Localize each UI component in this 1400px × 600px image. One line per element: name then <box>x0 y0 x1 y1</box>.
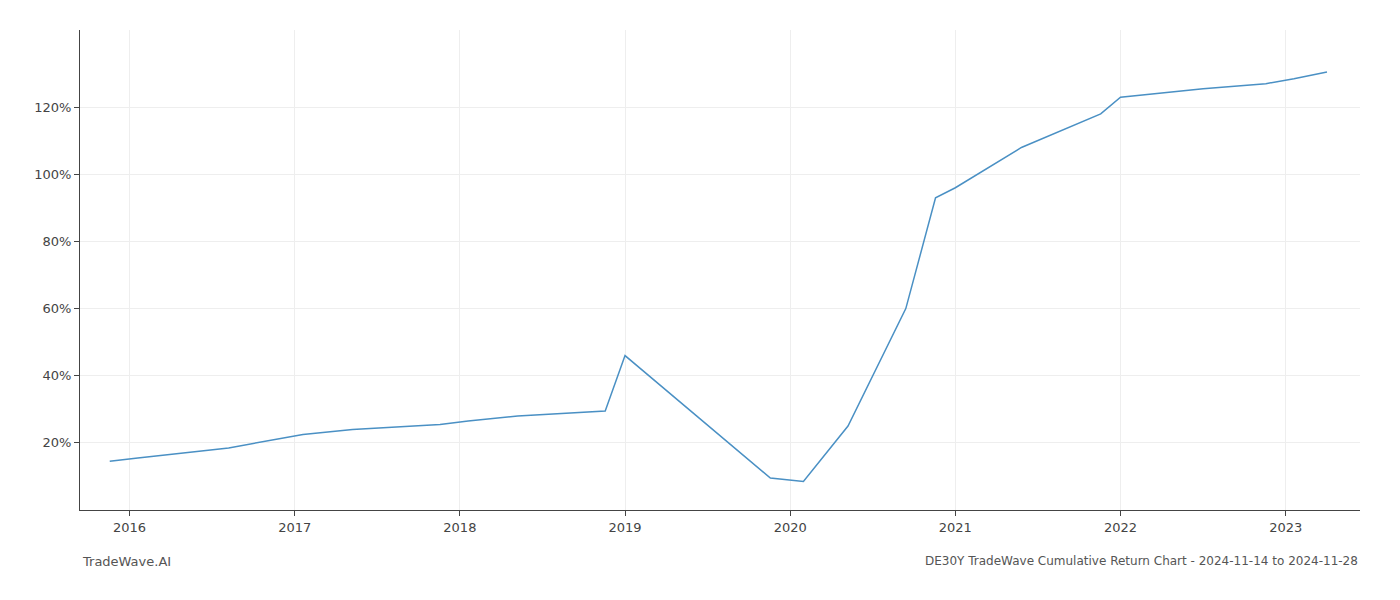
svg-text:60%: 60% <box>42 301 71 316</box>
svg-text:DE30Y TradeWave Cumulative Ret: DE30Y TradeWave Cumulative Return Chart … <box>925 554 1358 568</box>
svg-text:2018: 2018 <box>443 520 476 535</box>
svg-text:2022: 2022 <box>1104 520 1137 535</box>
svg-text:120%: 120% <box>34 100 71 115</box>
svg-text:2016: 2016 <box>113 520 146 535</box>
svg-text:20%: 20% <box>42 435 71 450</box>
svg-text:2019: 2019 <box>608 520 641 535</box>
svg-text:2020: 2020 <box>774 520 807 535</box>
svg-text:100%: 100% <box>34 167 71 182</box>
svg-text:80%: 80% <box>42 234 71 249</box>
svg-text:40%: 40% <box>42 368 71 383</box>
svg-text:TradeWave.AI: TradeWave.AI <box>82 554 171 569</box>
svg-text:2017: 2017 <box>278 520 311 535</box>
svg-text:2023: 2023 <box>1269 520 1302 535</box>
svg-text:2021: 2021 <box>939 520 972 535</box>
